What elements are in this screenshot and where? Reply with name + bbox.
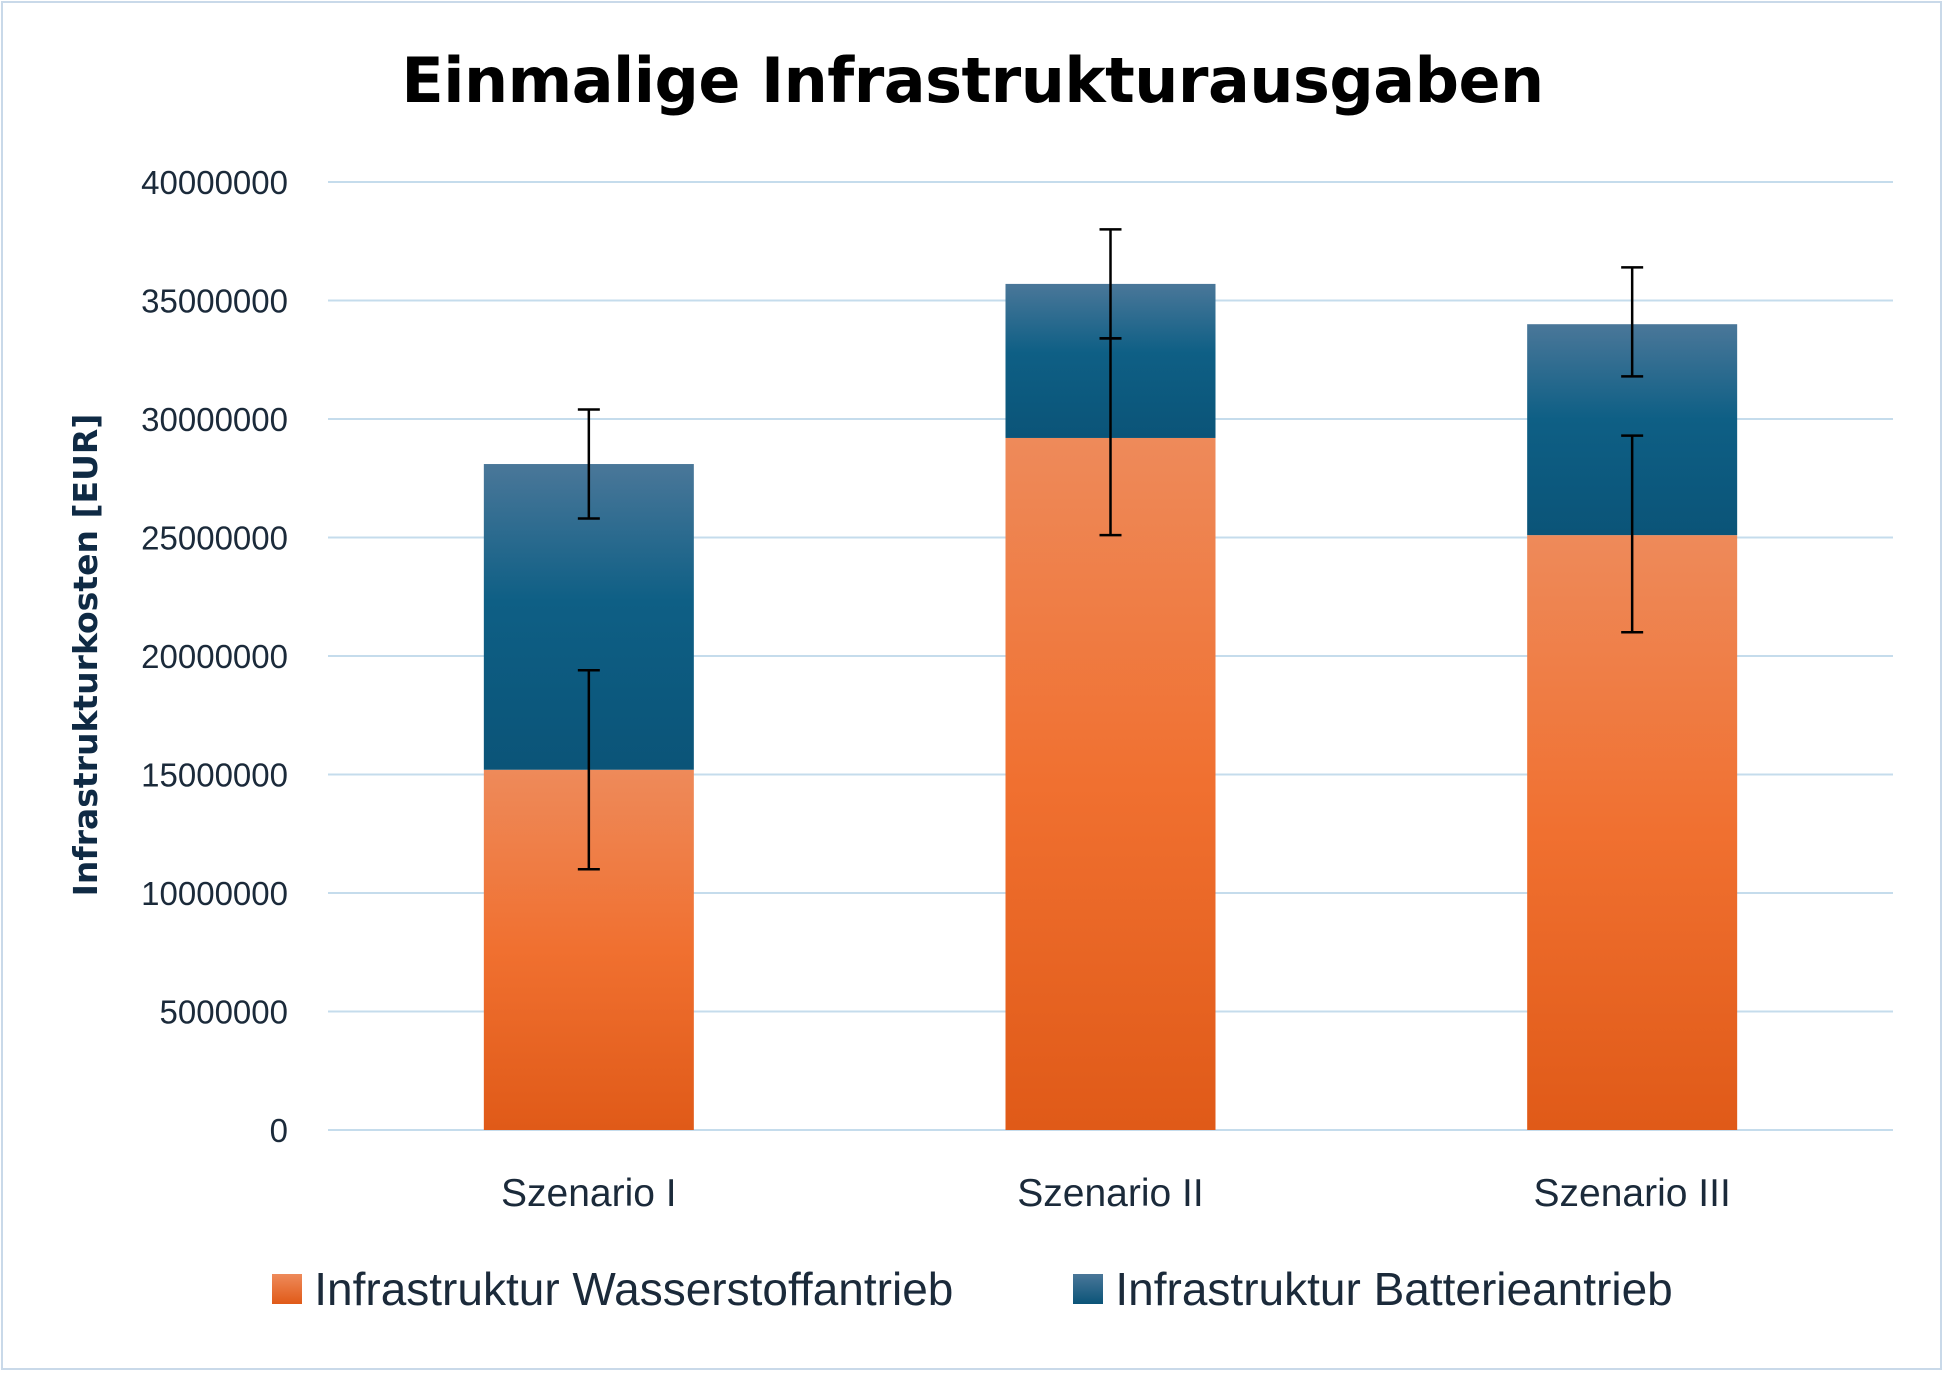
error-bar xyxy=(1099,228,1122,340)
legend-label-hydrogen: Infrastruktur Wasserstoffantrieb xyxy=(314,1263,954,1315)
error-bar xyxy=(1621,434,1644,634)
legend-item-battery: Infrastruktur Batterieantrieb xyxy=(1073,1262,1673,1316)
y-tick-label: 15000000 xyxy=(141,757,288,794)
y-tick-label: 20000000 xyxy=(141,638,288,675)
y-tick-label: 40000000 xyxy=(141,164,288,201)
y-tick-label: 30000000 xyxy=(141,401,288,438)
bar-hydrogen xyxy=(1005,437,1216,1131)
legend-item-hydrogen: Infrastruktur Wasserstoffantrieb xyxy=(272,1262,953,1316)
y-tick-label: 35000000 xyxy=(141,283,288,320)
legend-swatch-hydrogen xyxy=(272,1274,303,1304)
legend-label-battery: Infrastruktur Batterieantrieb xyxy=(1115,1263,1673,1315)
y-tick-label: 5000000 xyxy=(160,994,288,1031)
legend: Infrastruktur Wasserstoffantrieb Infrast… xyxy=(0,1262,1945,1316)
y-axis-label: Infrastrukturkosten [EUR] xyxy=(66,414,105,897)
error-bar xyxy=(577,408,600,520)
x-tick-label: Szenario II xyxy=(1017,1172,1203,1215)
x-tick-label: Szenario I xyxy=(501,1172,677,1215)
y-tick-label: 25000000 xyxy=(141,520,288,557)
bar-hydrogen xyxy=(1527,535,1738,1130)
y-tick-label: 0 xyxy=(270,1112,288,1149)
error-bar xyxy=(1621,266,1644,378)
legend-swatch-battery xyxy=(1073,1274,1104,1304)
x-tick-label: Szenario III xyxy=(1534,1172,1731,1215)
error-bar xyxy=(577,668,600,871)
y-tick-label: 10000000 xyxy=(141,875,288,912)
chart-title: Einmalige Infrastrukturausgaben xyxy=(401,44,1544,117)
